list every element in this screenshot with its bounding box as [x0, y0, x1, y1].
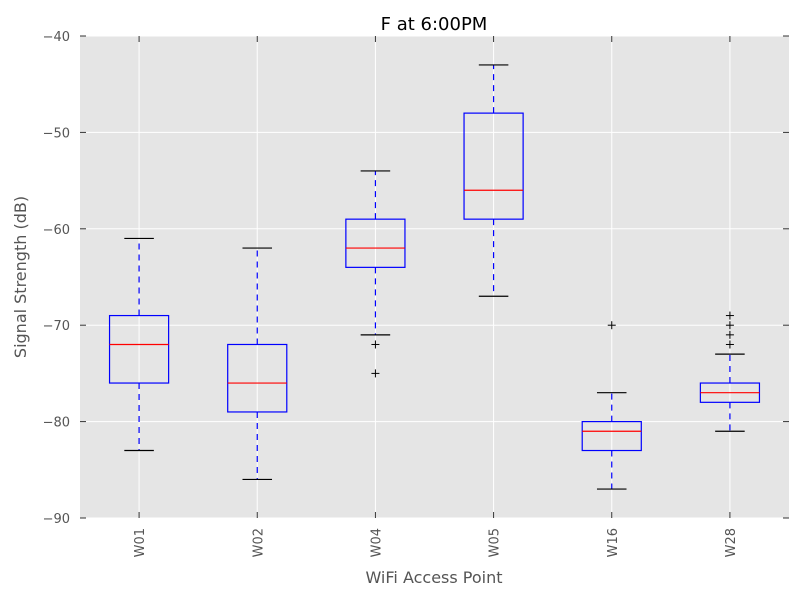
outlier-marker: [725, 330, 734, 339]
y-tick-label: −80: [43, 416, 70, 431]
y-tick-label: −50: [43, 126, 70, 141]
grid-lines: [80, 35, 789, 519]
outlier-marker: [725, 321, 734, 330]
box-group-w04: [345, 170, 406, 378]
outlier-marker: [371, 369, 380, 378]
box-iqr: [108, 314, 170, 384]
outlier-marker: [725, 340, 734, 349]
boxes: [108, 64, 761, 490]
box-iqr: [463, 112, 524, 220]
x-tick-label: W28: [724, 528, 739, 557]
y-tick-label: −70: [43, 319, 70, 334]
x-tick-label: W02: [251, 528, 266, 557]
box-iqr: [227, 343, 288, 413]
box-group-w28: [699, 311, 761, 432]
box-group-w02: [227, 247, 288, 481]
outlier-marker: [725, 311, 734, 320]
x-tick-label: W16: [606, 528, 621, 557]
box-iqr: [345, 218, 406, 268]
axes: −90 −80 −70 −60 −50 −40 W01 W02 W04 W05 W16 W28: [43, 30, 789, 557]
box-group-w01: [108, 237, 170, 452]
y-tick-label: −60: [43, 223, 70, 238]
box-iqr: [581, 421, 642, 452]
chart-title: F at 6:00PM: [381, 14, 488, 35]
y-axis-label: Signal Strength (dB): [11, 196, 30, 358]
x-axis-label: WiFi Access Point: [365, 568, 502, 587]
y-tick-label: −90: [43, 512, 70, 527]
x-tick-label: W04: [369, 528, 384, 557]
outlier-marker: [607, 321, 616, 330]
plot-area: [80, 36, 789, 518]
x-tick-label: W05: [488, 528, 503, 557]
y-tick-label: −40: [43, 30, 70, 45]
box-group-w16: [581, 321, 642, 490]
box-group-w05: [463, 64, 524, 297]
outlier-marker: [371, 340, 380, 349]
x-tick-label: W01: [133, 528, 148, 557]
